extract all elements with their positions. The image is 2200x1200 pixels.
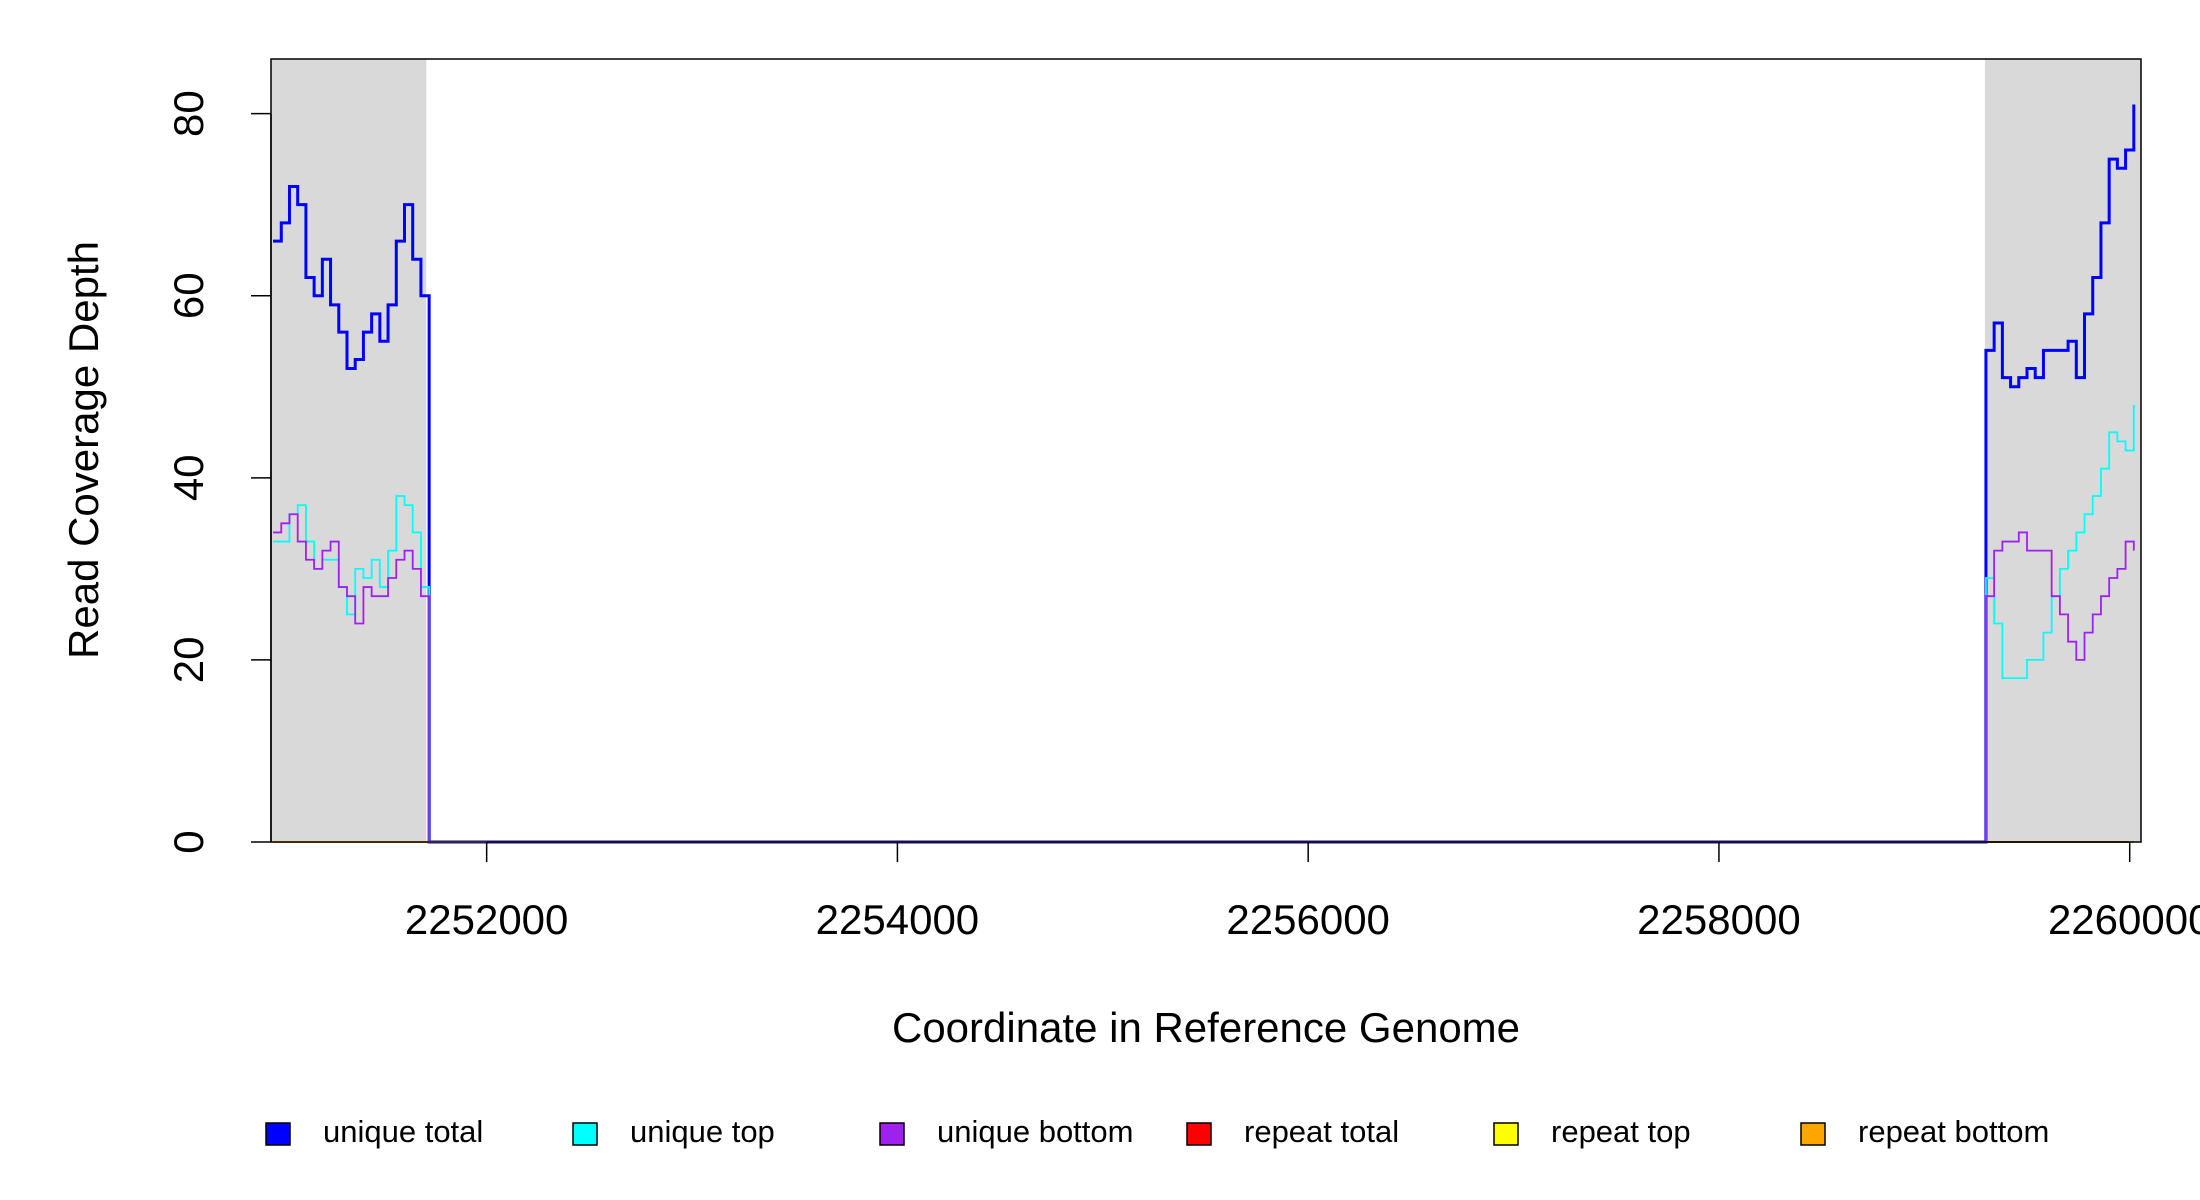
y-tick-label: 80	[165, 90, 212, 137]
legend-swatch	[1800, 1122, 1826, 1146]
x-tick-label: 2258000	[1637, 896, 1801, 943]
x-tick-label: 2254000	[816, 896, 980, 943]
shaded-region	[271, 59, 427, 842]
legend-label: unique total	[323, 1114, 483, 1149]
plot-frame	[270, 58, 2142, 843]
x-tick-label: 2256000	[1226, 896, 1390, 943]
series-line	[273, 104, 2136, 844]
y-tick-label: 40	[165, 454, 212, 501]
legend-label: repeat total	[1244, 1114, 1399, 1149]
line-layer	[273, 104, 2136, 844]
legend-label: repeat top	[1551, 1114, 1691, 1149]
x-tick-label: 2252000	[405, 896, 569, 943]
y-tick-label: 0	[165, 830, 212, 853]
legend-swatch	[1186, 1122, 1212, 1146]
series-line	[273, 513, 2135, 843]
legend-swatch	[879, 1122, 905, 1146]
legend-label: repeat bottom	[1858, 1114, 2049, 1149]
shade-layer	[271, 59, 2141, 842]
x-axis-title: Coordinate in Reference Genome	[892, 1004, 1520, 1051]
y-tick-label: 20	[165, 637, 212, 684]
legend-swatch	[265, 1122, 291, 1146]
y-axis-title: Read Coverage Depth	[60, 241, 107, 659]
legend-swatch	[1493, 1122, 1519, 1146]
legend-label: unique bottom	[937, 1114, 1133, 1149]
shaded-region	[1984, 59, 2141, 842]
x-tick-label: 2260000	[2048, 896, 2200, 943]
legend-swatch	[572, 1122, 598, 1146]
series-line	[273, 404, 2135, 843]
legend-label: unique top	[630, 1114, 775, 1149]
y-tick-label: 60	[165, 272, 212, 319]
